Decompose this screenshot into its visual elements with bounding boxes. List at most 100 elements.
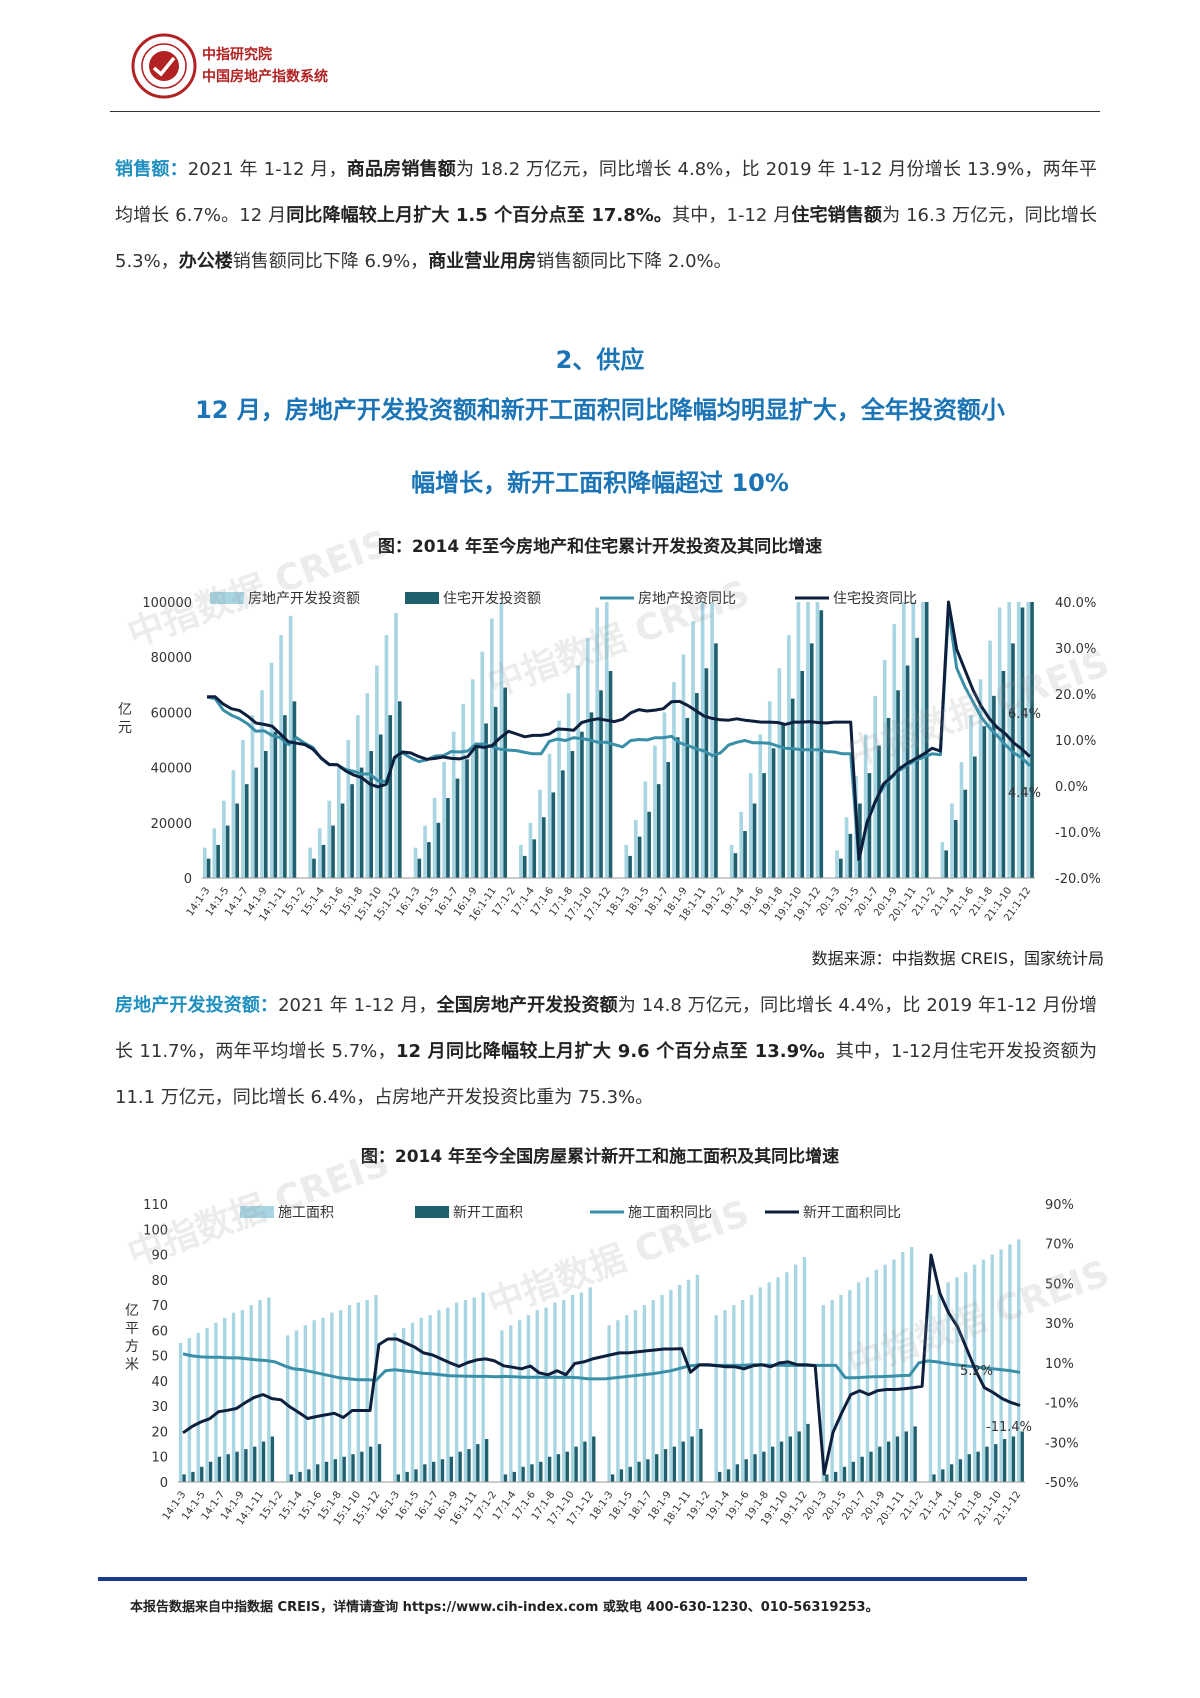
bar-light	[921, 602, 925, 878]
text: 其中，1-12 月	[672, 205, 792, 226]
legend-swatch	[210, 592, 244, 604]
bar-light	[413, 847, 418, 878]
bar-light	[249, 1305, 253, 1482]
bar-dark	[675, 737, 680, 878]
bar-light	[651, 1300, 655, 1482]
bar-dark	[484, 1439, 489, 1482]
bar-light	[517, 1320, 522, 1482]
bar-dark	[431, 1461, 436, 1482]
org-name: 中指研究院	[202, 47, 272, 63]
bar-dark	[878, 1446, 882, 1482]
end-value-label: -11.4%	[986, 1420, 1032, 1435]
bar-dark	[896, 690, 900, 878]
y-tick-label: 40	[151, 1375, 168, 1390]
y-tick-label: 110	[143, 1198, 168, 1213]
investment-label: 房地产开发投资额：	[115, 995, 279, 1016]
bar-dark	[779, 1441, 784, 1482]
bar-dark	[254, 767, 259, 878]
bar-dark	[570, 751, 575, 878]
bar-dark	[985, 1446, 989, 1482]
bar-light	[981, 1259, 986, 1482]
bar-dark	[726, 1469, 731, 1482]
end-value-label: 4.4%	[1008, 786, 1041, 801]
bar-dark	[695, 693, 699, 878]
bar-light	[909, 1246, 914, 1482]
bar-light	[911, 602, 916, 878]
bar-dark	[446, 797, 450, 878]
bar-dark	[869, 1451, 873, 1482]
bar-light	[806, 602, 810, 878]
bar-light	[714, 1315, 718, 1482]
text: 1-12 月份增长 11.7%，两年平均增长 5.7%，	[115, 995, 1098, 1062]
bar-light	[882, 659, 887, 878]
bar-dark	[360, 1451, 364, 1482]
bar-light	[410, 1322, 415, 1482]
text: 销售额同比下降 6.9%，	[232, 251, 429, 272]
bar-light	[288, 615, 293, 878]
bar-dark	[235, 1451, 239, 1482]
bar-dark	[263, 751, 268, 878]
legend-label: 住宅投资同比	[833, 591, 917, 607]
bar-dark	[904, 1431, 908, 1482]
bar-dark	[273, 731, 278, 878]
bar-dark	[503, 1474, 508, 1482]
legend-label: 住宅开发投资额	[443, 591, 541, 607]
y-axis-unit-char: 亿	[125, 1303, 139, 1319]
y-tick-label: 0	[160, 1476, 168, 1491]
y2-tick-label: 90%	[1045, 1198, 1074, 1213]
bar-dark	[704, 668, 709, 878]
bar-dark	[619, 1469, 624, 1482]
bar-light	[937, 1289, 941, 1482]
bar-dark	[1011, 643, 1015, 878]
bar-dark	[690, 1436, 694, 1482]
legend-swatch	[415, 1206, 449, 1218]
y2-tick-label: 30.0%	[1055, 642, 1096, 657]
y2-tick-label: 20.0%	[1055, 688, 1096, 703]
bar-dark	[953, 820, 958, 878]
bar-light	[883, 1264, 887, 1482]
y-tick-label: 60	[151, 1324, 168, 1339]
bar-dark	[307, 1469, 311, 1482]
bar-light	[844, 817, 849, 878]
bar-light	[269, 662, 274, 878]
bar-light	[576, 665, 580, 878]
bar-light	[178, 1343, 183, 1482]
bar-light	[723, 1310, 727, 1482]
logo-seal-icon	[131, 33, 197, 99]
bar-dark	[283, 715, 287, 878]
bar-dark	[941, 1469, 945, 1482]
bar-dark	[458, 1451, 462, 1482]
bar-light	[1017, 1239, 1021, 1482]
bar-light	[346, 740, 351, 878]
bar-light	[196, 1332, 200, 1482]
y2-tick-label: -30%	[1045, 1436, 1079, 1451]
y-tick-label: 80	[151, 1274, 168, 1289]
bar-light	[240, 1310, 245, 1482]
bar-light	[423, 825, 427, 878]
bar-light	[758, 734, 763, 878]
bar-light	[570, 1294, 575, 1482]
bar-light	[748, 773, 753, 878]
bar-dark	[753, 1454, 757, 1482]
bar-dark	[556, 1454, 561, 1482]
bar-light	[625, 1315, 629, 1482]
bar-dark	[788, 1436, 793, 1482]
bar-light	[997, 607, 1002, 878]
bar-light	[678, 1284, 682, 1482]
bar-dark	[1011, 1436, 1016, 1482]
bar-light	[562, 1300, 566, 1482]
bar-dark	[592, 1436, 596, 1482]
bold-text: 住宅销售额	[791, 205, 883, 226]
bar-light	[710, 602, 714, 878]
bar-light	[250, 715, 255, 878]
bar-light	[767, 1282, 771, 1482]
bar-light	[535, 1310, 539, 1482]
y-tick-label: 20000	[151, 817, 192, 832]
bar-dark	[388, 715, 393, 878]
y2-tick-label: 50%	[1045, 1277, 1074, 1292]
bar-light	[419, 1317, 423, 1482]
bar-dark	[973, 756, 977, 878]
bar-dark	[858, 803, 862, 878]
bar-light	[336, 767, 341, 878]
bar-dark	[886, 717, 891, 878]
